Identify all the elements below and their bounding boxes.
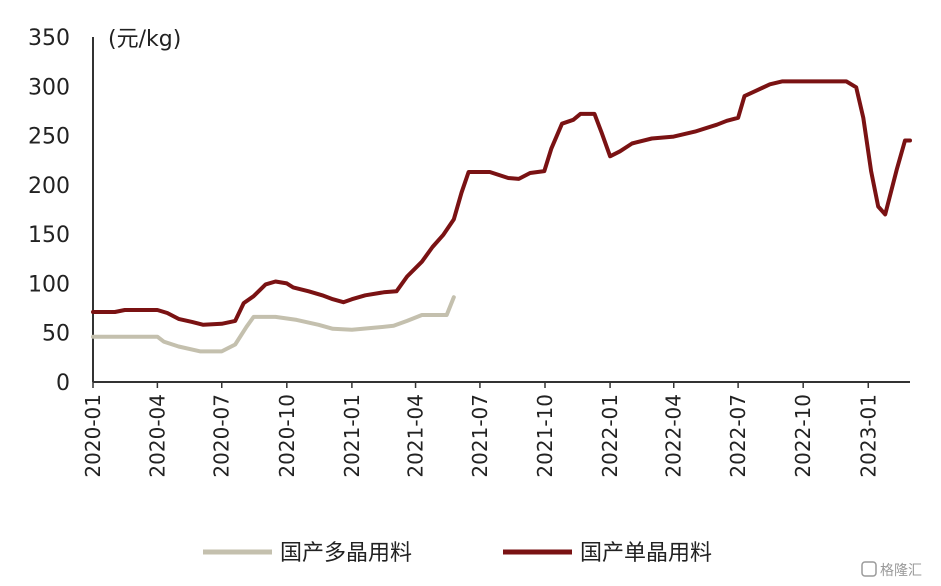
y-tick-label: 100 [28, 272, 70, 297]
x-tick-label: 2023-01 [856, 394, 880, 478]
y-tick-label: 50 [42, 322, 70, 347]
y-axis-unit-label: (元/kg) [108, 27, 181, 52]
series-line-1 [91, 295, 456, 354]
x-tick-label: 2020-04 [145, 394, 169, 478]
x-tick-label: 2021-01 [340, 394, 364, 478]
series-lines [91, 79, 912, 354]
legend-label-1: 国产多晶用料 [280, 541, 412, 566]
x-tick-label: 2021-04 [404, 394, 428, 478]
x-tick-label: 2021-10 [533, 394, 557, 478]
x-tick-label: 2020-01 [81, 394, 105, 478]
series-line-2 [91, 79, 912, 327]
y-tick-label: 200 [28, 174, 70, 199]
legend-label-2: 国产单晶用料 [580, 541, 712, 566]
x-tick-label: 2022-10 [791, 394, 815, 478]
x-tick-label: 2020-10 [275, 394, 299, 478]
y-tick-label: 0 [56, 371, 70, 396]
y-tick-label: 350 [28, 26, 70, 51]
x-tick-label: 2021-07 [468, 394, 492, 478]
y-tick-label: 150 [28, 223, 70, 248]
x-tick-label: 2020-07 [210, 394, 234, 478]
y-axis-ticks: 0 50 100 150 200 250 300 350 [28, 26, 70, 396]
axes [92, 37, 910, 383]
x-tick-label: 2022-07 [726, 394, 750, 478]
x-axis-ticks: 2020-01 2020-04 2020-07 2020-10 2021-01 2021-… [81, 382, 880, 478]
y-tick-label: 300 [28, 75, 70, 100]
legend: 国产多晶用料 国产单晶用料 [203, 541, 712, 566]
x-tick-label: 2022-04 [662, 394, 686, 478]
x-tick-label: 2022-01 [598, 394, 622, 478]
watermark: 格隆汇 [861, 561, 922, 579]
y-tick-label: 250 [28, 125, 70, 150]
watermark-logo-icon [861, 561, 877, 577]
watermark-text: 格隆汇 [880, 563, 922, 579]
